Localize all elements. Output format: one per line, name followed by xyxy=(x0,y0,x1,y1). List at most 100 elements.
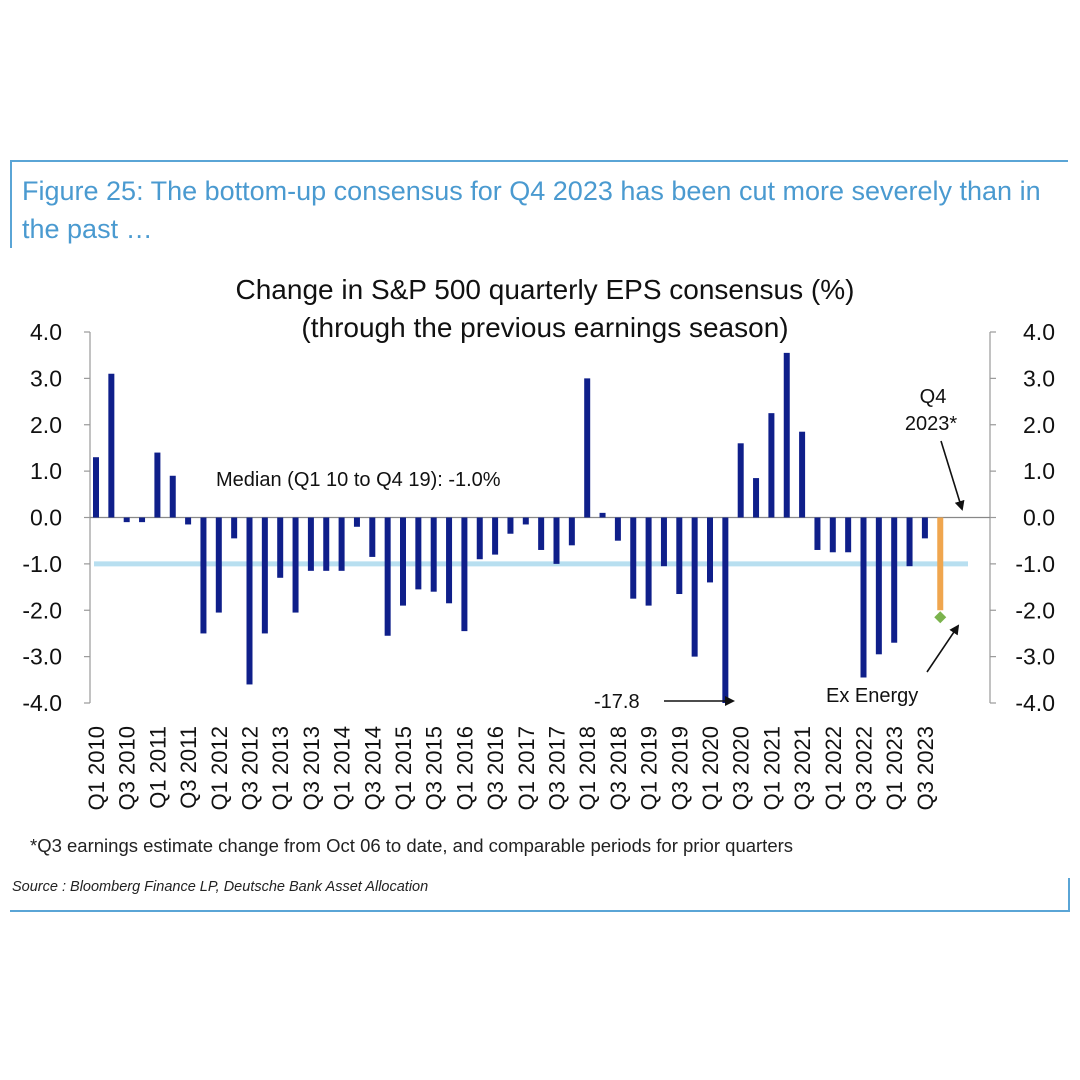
x-tick-label: Q3 2020 xyxy=(729,726,754,810)
x-tick-label: Q1 2020 xyxy=(698,726,723,810)
bar xyxy=(568,517,575,546)
bar xyxy=(476,517,483,560)
x-tick-label: Q1 2013 xyxy=(268,726,293,810)
x-tick-label: Q3 2022 xyxy=(852,726,877,810)
y-tick-label-right: 0.0 xyxy=(1023,505,1055,531)
x-tick-label: Q1 2023 xyxy=(882,726,907,810)
y-tick-label-right: -2.0 xyxy=(1015,597,1055,623)
x-tick-label: Q1 2018 xyxy=(575,726,600,810)
bar xyxy=(722,517,729,703)
y-tick-label-left: -1.0 xyxy=(22,551,62,577)
bar xyxy=(123,517,130,523)
x-tick-label: Q3 2015 xyxy=(422,726,447,810)
bar xyxy=(860,517,867,678)
y-tick-label-right: 3.0 xyxy=(1023,365,1055,391)
bar xyxy=(829,517,836,553)
x-tick-label: Q1 2017 xyxy=(514,726,539,810)
x-tick-label: Q1 2019 xyxy=(637,726,662,810)
y-tick-label-right: -3.0 xyxy=(1015,644,1055,670)
bar xyxy=(737,443,744,518)
y-tick-label-left: 1.0 xyxy=(30,458,62,484)
y-tick-label-right: -1.0 xyxy=(1015,551,1055,577)
bar xyxy=(753,478,760,518)
x-tick-label: Q3 2012 xyxy=(238,726,263,810)
y-tick-label-right: 4.0 xyxy=(1023,319,1055,345)
bar xyxy=(507,517,514,534)
ex-energy-arrow xyxy=(926,624,960,673)
bar xyxy=(215,517,222,613)
q4-annotation-arrow xyxy=(940,440,965,511)
y-tick-label-right: 2.0 xyxy=(1023,412,1055,438)
x-tick-label: Q3 2010 xyxy=(115,726,140,810)
bar xyxy=(415,517,422,590)
bar xyxy=(93,457,99,518)
x-tick-label: Q1 2011 xyxy=(145,726,170,809)
x-tick-label: Q1 2014 xyxy=(330,726,355,810)
bar xyxy=(906,517,913,567)
bar xyxy=(630,517,637,599)
bar xyxy=(799,431,806,518)
bar xyxy=(645,517,652,606)
bar xyxy=(707,517,713,583)
bar xyxy=(261,517,268,634)
x-tick-label: Q1 2016 xyxy=(452,726,477,810)
highlight-bar xyxy=(937,517,944,611)
bar xyxy=(691,517,698,657)
x-tick-label: Q1 2022 xyxy=(821,726,846,810)
bar xyxy=(875,517,882,655)
bar xyxy=(599,512,606,518)
bar xyxy=(461,517,468,632)
x-tick-label: Q3 2014 xyxy=(360,726,385,810)
bar xyxy=(384,517,391,636)
bar xyxy=(553,517,560,564)
chart-title: Change in S&P 500 quarterly EPS consensu… xyxy=(235,274,855,305)
x-tick-label: Q3 2013 xyxy=(299,726,324,810)
y-tick-label-left: -3.0 xyxy=(22,644,62,670)
median-label: Median (Q1 10 to Q4 19): -1.0% xyxy=(216,469,501,491)
y-tick-label-left: 3.0 xyxy=(30,365,62,391)
y-tick-label-left: 4.0 xyxy=(30,319,62,345)
x-tick-label: Q3 2018 xyxy=(606,726,631,810)
bar xyxy=(845,517,852,553)
bar xyxy=(154,452,161,518)
bar xyxy=(783,352,790,518)
bar xyxy=(246,517,253,685)
y-tick-label-left: 2.0 xyxy=(30,412,62,438)
bar xyxy=(338,517,345,571)
bar xyxy=(614,517,621,541)
bar xyxy=(891,517,898,643)
bar xyxy=(369,517,376,557)
bar xyxy=(814,517,821,550)
source-note: Source : Bloomberg Finance LP, Deutsche … xyxy=(12,879,429,895)
y-tick-label-left: -4.0 xyxy=(22,690,62,716)
x-tick-label: Q3 2023 xyxy=(913,726,938,810)
x-tick-label: Q3 2017 xyxy=(545,726,570,810)
bar xyxy=(446,517,453,604)
footnote: *Q3 earnings estimate change from Oct 06… xyxy=(30,835,794,856)
bar xyxy=(185,517,192,525)
x-tick-label: Q3 2011 xyxy=(176,726,201,809)
figure-frame-bottom xyxy=(10,910,1070,912)
bar xyxy=(676,517,683,595)
figure-frame-left xyxy=(10,160,12,248)
bar xyxy=(353,517,360,527)
x-tick-label: Q3 2021 xyxy=(790,726,815,810)
x-tick-label: Q1 2010 xyxy=(84,726,109,810)
ex-energy-marker xyxy=(934,611,947,624)
bar xyxy=(660,517,667,567)
chart-subtitle: (through the previous earnings season) xyxy=(301,312,789,343)
x-tick-label: Q1 2015 xyxy=(391,726,416,810)
bar xyxy=(768,413,775,518)
y-tick-label-left: 0.0 xyxy=(30,505,62,531)
x-tick-label: Q1 2012 xyxy=(207,726,232,810)
y-tick-label-left: -2.0 xyxy=(22,597,62,623)
y-tick-label-right: -4.0 xyxy=(1015,690,1055,716)
x-tick-label: Q3 2019 xyxy=(667,726,692,810)
bar xyxy=(108,373,115,518)
bar xyxy=(921,517,928,539)
q4-annotation-label: Q4 xyxy=(920,386,947,408)
outlier-label: -17.8 xyxy=(594,691,640,713)
bar xyxy=(492,517,499,555)
bar xyxy=(522,517,529,525)
x-tick-label: Q1 2021 xyxy=(759,726,784,810)
